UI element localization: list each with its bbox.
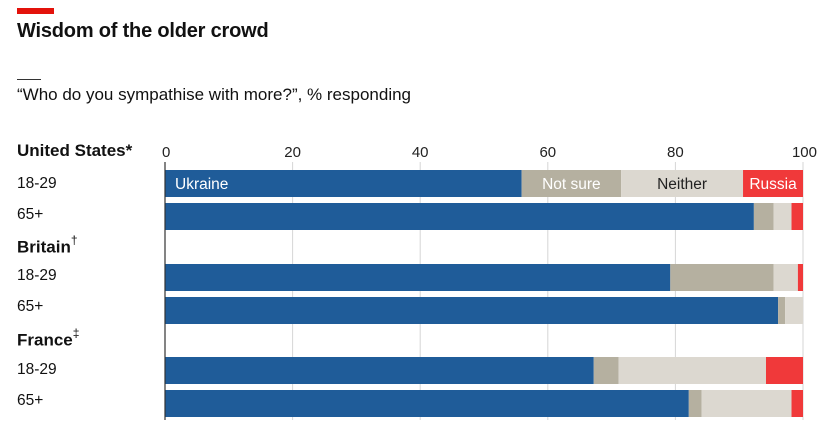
bar-france-65-ukraine	[165, 390, 689, 417]
bar-france-18-29-neither	[618, 357, 766, 384]
series-label-neither: Neither	[657, 176, 707, 193]
bar-united-states-65-russia	[791, 203, 803, 230]
row-label-us-65: 65+	[17, 206, 44, 223]
bar-united-states-65-neither	[773, 203, 792, 230]
group-label-britain: Britain†	[17, 233, 78, 257]
bar-france-65-not-sure	[688, 390, 702, 417]
series-label-ukraine: Ukraine	[175, 176, 228, 193]
bar-united-states-65-not-sure	[753, 203, 774, 230]
bar-france-65-russia	[791, 390, 803, 417]
subtitle-rule	[17, 79, 41, 80]
bar-france-65-neither	[701, 390, 792, 417]
bar-britain-18-29-russia	[797, 264, 803, 291]
bar-britain-18-29-neither	[773, 264, 798, 291]
x-tick-label-20: 20	[284, 144, 301, 161]
bar-britain-65-ukraine	[165, 297, 779, 324]
brand-red-tag	[17, 8, 54, 14]
row-label-us-18-29: 18-29	[17, 175, 57, 192]
series-label-not-sure: Not sure	[542, 176, 601, 193]
x-tick-label-0: 0	[162, 144, 170, 161]
bar-united-states-18-29-not-sure	[521, 170, 622, 197]
bar-britain-65-not-sure	[778, 297, 786, 324]
bar-france-18-29-not-sure	[593, 357, 619, 384]
bar-france-18-29-ukraine	[165, 357, 594, 384]
group-label-united-states: United States*	[17, 141, 133, 160]
x-tick-label-60: 60	[539, 144, 556, 161]
bar-britain-18-29-ukraine	[165, 264, 671, 291]
row-label-britain-18-29: 18-29	[17, 267, 57, 284]
row-label-france-65: 65+	[17, 392, 44, 409]
series-label-russia: Russia	[749, 176, 797, 193]
row-label-britain-65: 65+	[17, 298, 44, 315]
x-tick-label-40: 40	[412, 144, 429, 161]
bar-united-states-18-29-ukraine	[165, 170, 522, 197]
bar-france-18-29-russia	[765, 357, 803, 384]
bar-united-states-18-29-neither	[621, 170, 744, 197]
bar-britain-65-neither	[785, 297, 803, 324]
row-label-france-18-29: 18-29	[17, 361, 57, 378]
bar-britain-18-29-not-sure	[670, 264, 774, 291]
x-tick-label-80: 80	[667, 144, 684, 161]
group-label-france: France‡	[17, 326, 80, 350]
bar-united-states-65-ukraine	[165, 203, 754, 230]
chart-title: Wisdom of the older crowd	[17, 20, 269, 42]
bar-united-states-18-29-russia	[743, 170, 803, 197]
x-tick-label-100: 100	[792, 144, 817, 161]
chart-subtitle: “Who do you sympathise with more?”, % re…	[17, 85, 412, 104]
